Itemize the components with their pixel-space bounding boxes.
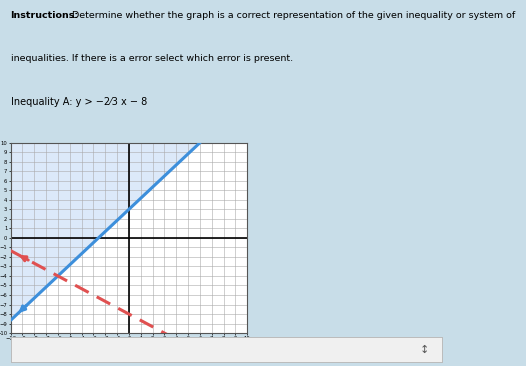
Text: inequalities. If there is a error select which error is present.: inequalities. If there is a error select…: [11, 54, 292, 63]
Text: ↕: ↕: [420, 344, 429, 355]
Text: Determine whether the graph is a correct representation of the given inequality : Determine whether the graph is a correct…: [68, 11, 515, 20]
Text: Inequality B: y ≤ 7⁄6 x + 3: Inequality B: y ≤ 7⁄6 x + 3: [11, 143, 139, 153]
Text: Inequality A: y > −2⁄3 x − 8: Inequality A: y > −2⁄3 x − 8: [11, 97, 147, 107]
Text: Instructions:: Instructions:: [11, 11, 79, 20]
